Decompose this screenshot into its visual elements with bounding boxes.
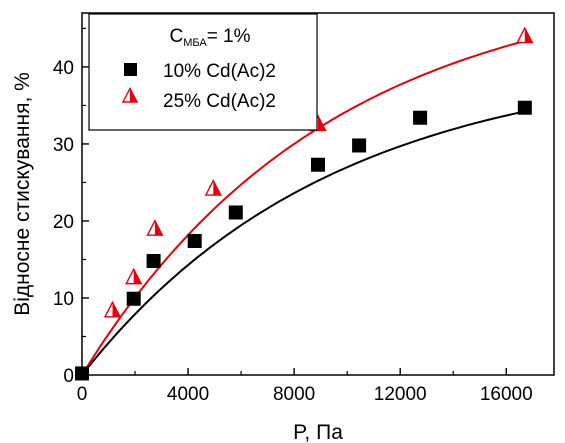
x-tick-label: 16000 <box>480 384 533 405</box>
y-tick-label: 0 <box>63 366 74 387</box>
data-point-series-2 <box>516 26 534 44</box>
legend-label-series-1: 10% Cd(Ac)2 <box>163 61 276 82</box>
x-tick-label: 0 <box>77 384 88 405</box>
legend: CМБА= 1% 10% Cd(Ac)2 25% Cd(Ac)2 <box>88 13 318 131</box>
data-point-series-1 <box>146 254 161 269</box>
legend-header-sub: МБА <box>183 37 207 49</box>
data-point-series-2 <box>204 179 222 196</box>
x-tick-label: 8000 <box>273 384 315 405</box>
data-point-series-1 <box>352 138 367 153</box>
data-point-series-1 <box>228 205 243 220</box>
x-tick-label: 12000 <box>374 384 427 405</box>
y-tick-label: 20 <box>53 212 74 233</box>
legend-marker-series-1 <box>124 63 137 76</box>
data-point-series-2 <box>103 300 122 318</box>
fit-curve-series-1 <box>82 110 526 375</box>
data-point-series-1 <box>517 100 532 115</box>
legend-header: CМБА= 1% <box>169 26 250 49</box>
y-tick-label: 30 <box>53 135 74 156</box>
data-point-series-1 <box>311 157 325 172</box>
data-point-series-2 <box>146 219 164 236</box>
x-axis-title: P, Па <box>293 421 343 443</box>
y-axis-title: Відносне стискування, % <box>11 72 34 316</box>
legend-label-series-2: 25% Cd(Ac)2 <box>163 91 276 112</box>
legend-marker-series-2 <box>121 86 139 103</box>
data-point-series-1 <box>187 233 202 248</box>
data-point-series-1 <box>126 291 141 306</box>
x-tick-label: 4000 <box>167 384 209 405</box>
legend-header-prefix: C <box>169 26 183 47</box>
y-tick-label: 40 <box>53 58 74 79</box>
fit-curve-series-2 <box>82 40 526 375</box>
plot-frame <box>81 12 555 376</box>
fit-curves <box>82 40 526 375</box>
axis-ticks: 0 4000 8000 12000 16000 0 10 20 30 40 <box>53 27 533 405</box>
y-tick-label: 10 <box>53 289 74 310</box>
data-point-series-2 <box>125 267 143 285</box>
data-points <box>75 26 534 381</box>
legend-header-suffix: = 1% <box>207 26 251 47</box>
data-point-series-1 <box>413 110 428 125</box>
